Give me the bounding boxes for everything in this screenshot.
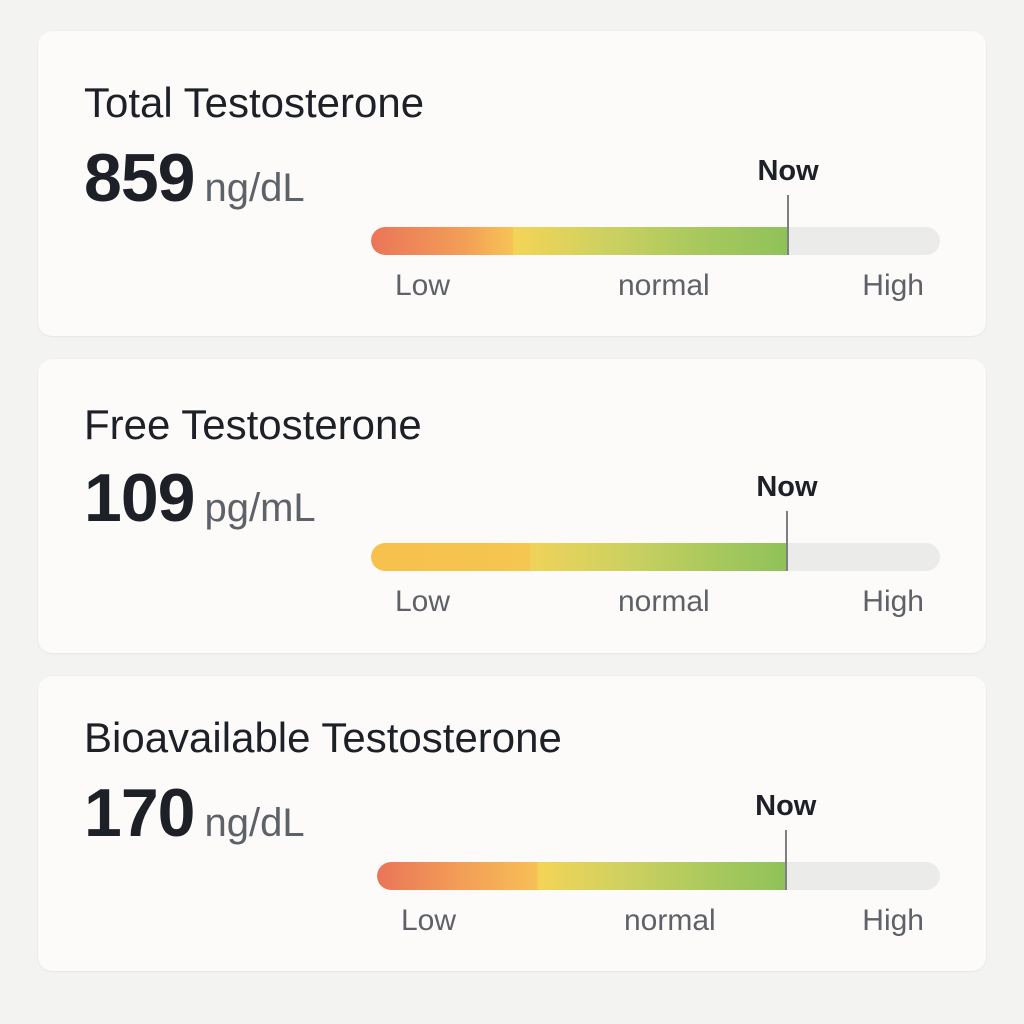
gauge-fill — [371, 227, 789, 255]
reading-value: 859 — [84, 140, 195, 216]
reading: 109 pg/mL — [84, 459, 316, 537]
scale-low-label: Low — [401, 904, 457, 937]
reading-unit: ng/dL — [204, 801, 305, 845]
free-testosterone-card: Free Testosterone 109 pg/mL Now Low norma… — [38, 359, 986, 653]
gauge-track — [377, 862, 940, 890]
reading-unit: ng/dL — [204, 166, 305, 210]
card-title: Free Testosterone — [84, 401, 422, 448]
now-label: Now — [757, 155, 819, 187]
now-label: Now — [756, 471, 818, 503]
scale-low-label: Low — [395, 585, 451, 618]
gauge-track — [371, 543, 940, 571]
scale-high-label: High — [862, 904, 924, 937]
now-label: Now — [755, 790, 817, 822]
scale-high-label: High — [862, 585, 924, 618]
reading-value: 109 — [84, 460, 195, 536]
reading-value: 170 — [84, 775, 195, 851]
gauge-fill — [371, 543, 787, 571]
scale-low-label: Low — [395, 269, 451, 302]
now-marker-line — [787, 195, 790, 255]
level-gauge: Now Low normal High — [377, 790, 940, 937]
card-title: Total Testosterone — [84, 79, 425, 126]
reading-unit: pg/mL — [204, 486, 316, 530]
reading: 170 ng/dL — [84, 774, 305, 852]
level-gauge: Now Low normal High — [371, 155, 940, 302]
total-testosterone-card: Total Testosterone 859 ng/dL Now Low norm… — [38, 31, 986, 336]
card-title: Bioavailable Testosterone — [84, 714, 562, 761]
level-gauge: Now Low normal High — [371, 471, 940, 618]
reading: 859 ng/dL — [84, 139, 305, 217]
gauge-track — [371, 227, 940, 255]
scale-normal-label: normal — [624, 904, 716, 937]
now-marker-line — [784, 830, 787, 890]
scale-high-label: High — [862, 269, 924, 302]
gauge-fill — [377, 862, 786, 890]
bioavailable-testosterone-card: Bioavailable Testosterone 170 ng/dL Now L… — [38, 676, 986, 971]
scale-normal-label: normal — [618, 269, 710, 302]
scale-normal-label: normal — [618, 585, 710, 618]
now-marker-line — [785, 511, 788, 571]
